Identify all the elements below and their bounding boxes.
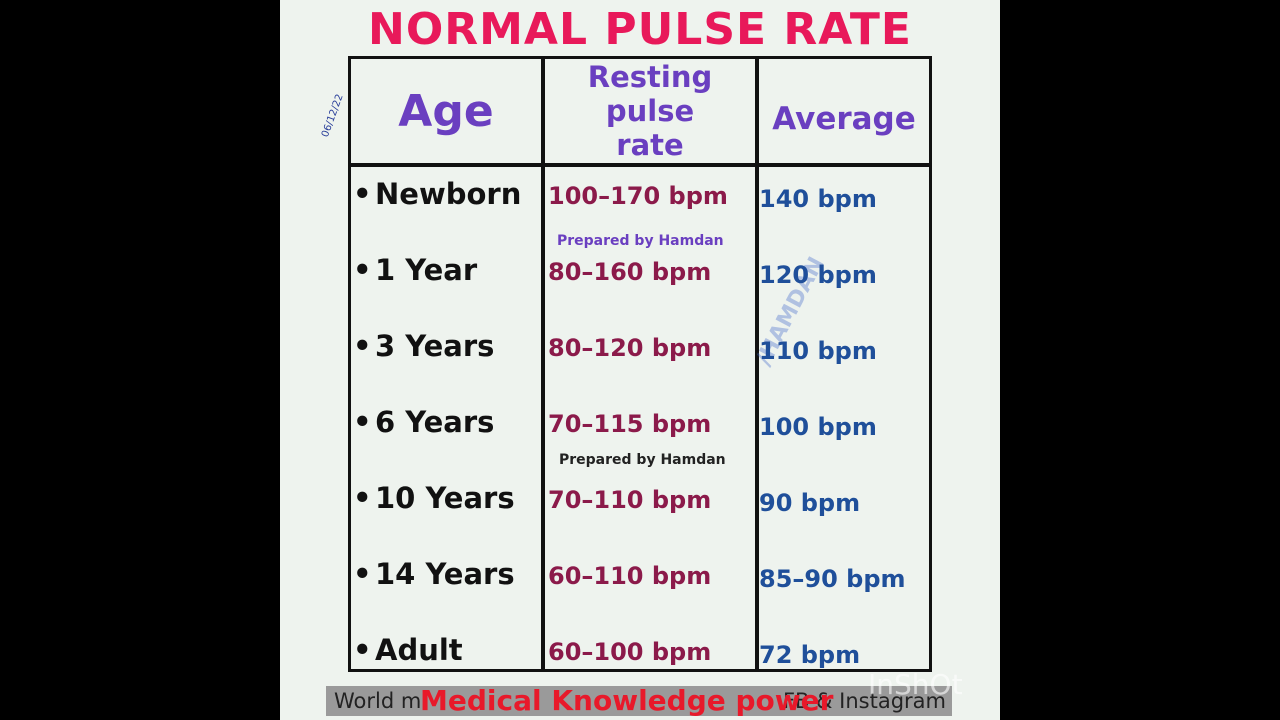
- age-cell: 10 Years: [375, 481, 515, 515]
- header-divider: [351, 163, 929, 167]
- header-cell: Age: [398, 85, 494, 137]
- footer-text: FB & Instagram: [782, 689, 946, 713]
- age-cell: 6 Years: [375, 405, 495, 439]
- header-cell: Resting pulse rate: [587, 60, 713, 162]
- table: Age Resting pulse rate Average Prepared …: [348, 56, 932, 672]
- bullet: •: [353, 253, 372, 287]
- app-watermark: InShOt: [868, 668, 963, 701]
- average-cell: 90 bpm: [759, 489, 861, 517]
- footer-bar: World m FB & Instagram: [326, 686, 952, 716]
- bullet: •: [353, 557, 372, 591]
- date: 06/12/22: [320, 92, 346, 139]
- age-cell: Adult: [375, 633, 463, 667]
- average-cell: 110 bpm: [759, 337, 877, 365]
- resting-rate-cell: 80–120 bpm: [548, 334, 712, 362]
- bullet: •: [353, 633, 372, 667]
- overlay-caption: Medical Knowledge power: [420, 684, 834, 717]
- watermark: Prepared by Hamdan: [559, 452, 726, 468]
- resting-rate-cell: 100–170 bpm: [548, 182, 728, 210]
- header-cell: Average: [772, 101, 916, 137]
- bullet: •: [353, 329, 372, 363]
- age-cell: Newborn: [375, 177, 522, 211]
- average-cell: 72 bpm: [759, 641, 861, 669]
- bullet: •: [353, 405, 372, 439]
- title: NORMAL PULSE RATE: [368, 4, 912, 55]
- column-divider: [541, 59, 545, 669]
- bullet: •: [353, 481, 372, 515]
- resting-rate-cell: 70–110 bpm: [548, 486, 712, 514]
- average-cell: 100 bpm: [759, 413, 877, 441]
- resting-rate-cell: 80–160 bpm: [548, 258, 712, 286]
- resting-rate-cell: 70–115 bpm: [548, 410, 712, 438]
- average-cell: 140 bpm: [759, 185, 877, 213]
- age-cell: 3 Years: [375, 329, 495, 363]
- watermark: Prepared by Hamdan: [557, 233, 724, 249]
- footer-text: World m: [334, 689, 422, 713]
- age-cell: 1 Year: [375, 253, 478, 287]
- resting-rate-cell: 60–100 bpm: [548, 638, 712, 666]
- average-cell: 85–90 bpm: [759, 565, 906, 593]
- infographic: NORMAL PULSE RATE 06/12/22 Age Resting p…: [280, 0, 1000, 720]
- resting-rate-cell: 60–110 bpm: [548, 562, 712, 590]
- average-cell: 120 bpm: [759, 261, 877, 289]
- bullet: •: [353, 177, 372, 211]
- column-divider: [755, 59, 759, 669]
- age-cell: 14 Years: [375, 557, 515, 591]
